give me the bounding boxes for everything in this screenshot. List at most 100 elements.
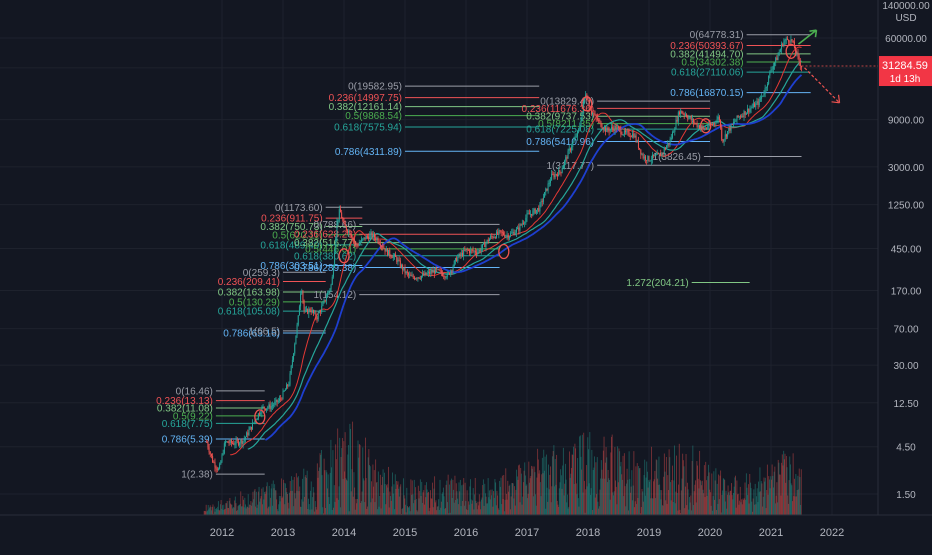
candle-body [645, 156, 646, 160]
candle-body [358, 245, 359, 246]
candle-body [595, 114, 596, 115]
candle-body [469, 250, 470, 253]
candle-body [405, 268, 406, 274]
candle-body [433, 270, 434, 272]
candle-body [305, 310, 306, 311]
candle-body [693, 119, 694, 123]
candle-body [663, 153, 664, 154]
candle-body [412, 276, 413, 277]
candle-body [267, 407, 268, 408]
candle-body [272, 405, 273, 406]
candle-body [607, 128, 608, 130]
candle-body [591, 111, 592, 114]
candle-body [692, 119, 693, 120]
x-tick-label: 2016 [454, 527, 478, 539]
candle-body [490, 236, 491, 239]
candle-body [485, 243, 486, 247]
candle-body [473, 250, 474, 251]
candle-body [532, 211, 533, 216]
candle-body [599, 120, 600, 121]
candle-body [461, 253, 462, 255]
candle-body [720, 120, 721, 127]
candle-body [341, 212, 342, 218]
candle-body [437, 269, 438, 270]
candle-body [548, 183, 549, 190]
candle-body [544, 192, 545, 198]
candle-body [263, 407, 264, 408]
candle-body [695, 123, 696, 124]
candle-body [767, 84, 768, 87]
candle-body [643, 154, 644, 158]
candle-body [507, 235, 508, 236]
candle-body [333, 266, 334, 276]
last-price-countdown: 1d 13h [890, 74, 921, 85]
candle-body [458, 254, 459, 257]
candle-body [245, 437, 246, 439]
candle-body [765, 88, 766, 94]
candle-body [542, 201, 543, 202]
candle-body [529, 213, 530, 214]
candle-body [501, 230, 502, 232]
candle-body [407, 272, 408, 273]
candle-body [281, 399, 282, 400]
candle-body [298, 315, 299, 324]
candle-body [671, 138, 672, 139]
candle-body [582, 112, 583, 121]
candle-body [299, 306, 300, 315]
candle-body [686, 115, 687, 117]
x-tick-label: 2013 [271, 527, 295, 539]
candle-body [744, 111, 745, 117]
candle-body [651, 160, 652, 161]
candle-body [758, 101, 759, 105]
candle-body [442, 273, 443, 276]
candle-body [312, 310, 313, 312]
candle-body [362, 239, 363, 240]
candle-body [577, 131, 578, 137]
candle-body [236, 440, 237, 444]
candle-body [324, 300, 325, 303]
candle-body [424, 273, 425, 276]
candle-body [318, 313, 319, 319]
candle-body [286, 385, 287, 390]
fib-level-label: 0.618(7575.94) [334, 123, 402, 134]
candle-body [742, 116, 743, 117]
volume-bar [627, 480, 628, 515]
candle-body [314, 312, 315, 313]
candle-body [422, 274, 423, 276]
volume-bar [545, 457, 546, 515]
candle-body [503, 232, 504, 234]
candle-body [435, 268, 436, 274]
candle-body [273, 405, 274, 406]
candle-body [769, 72, 770, 76]
candle-body [383, 248, 384, 249]
y-tick-label: 60000.00 [885, 34, 927, 45]
candle-body [339, 209, 340, 219]
candle-body [776, 58, 777, 60]
volume-bar [331, 467, 332, 515]
candle-body [359, 243, 360, 245]
volume-bar [591, 450, 592, 515]
candle-body [792, 39, 793, 41]
candle-body [352, 237, 353, 240]
candle-body [399, 260, 400, 261]
candle-body [740, 116, 741, 117]
candle-body [403, 268, 404, 270]
candle-body [721, 127, 722, 139]
candle-body [561, 172, 562, 173]
candle-body [246, 433, 247, 438]
candle-body [690, 117, 691, 118]
candle-body [558, 170, 559, 176]
candle-body [466, 249, 467, 250]
candle-body [762, 96, 763, 97]
candle-body [373, 234, 374, 237]
candle-body [588, 100, 589, 101]
candle-body [436, 268, 437, 270]
candle-body [634, 136, 635, 138]
candle-body [365, 237, 366, 239]
candle-body [670, 139, 671, 143]
candle-body [756, 101, 757, 103]
candle-body [760, 99, 761, 100]
candle-body [443, 276, 444, 277]
candle-body [778, 55, 779, 60]
